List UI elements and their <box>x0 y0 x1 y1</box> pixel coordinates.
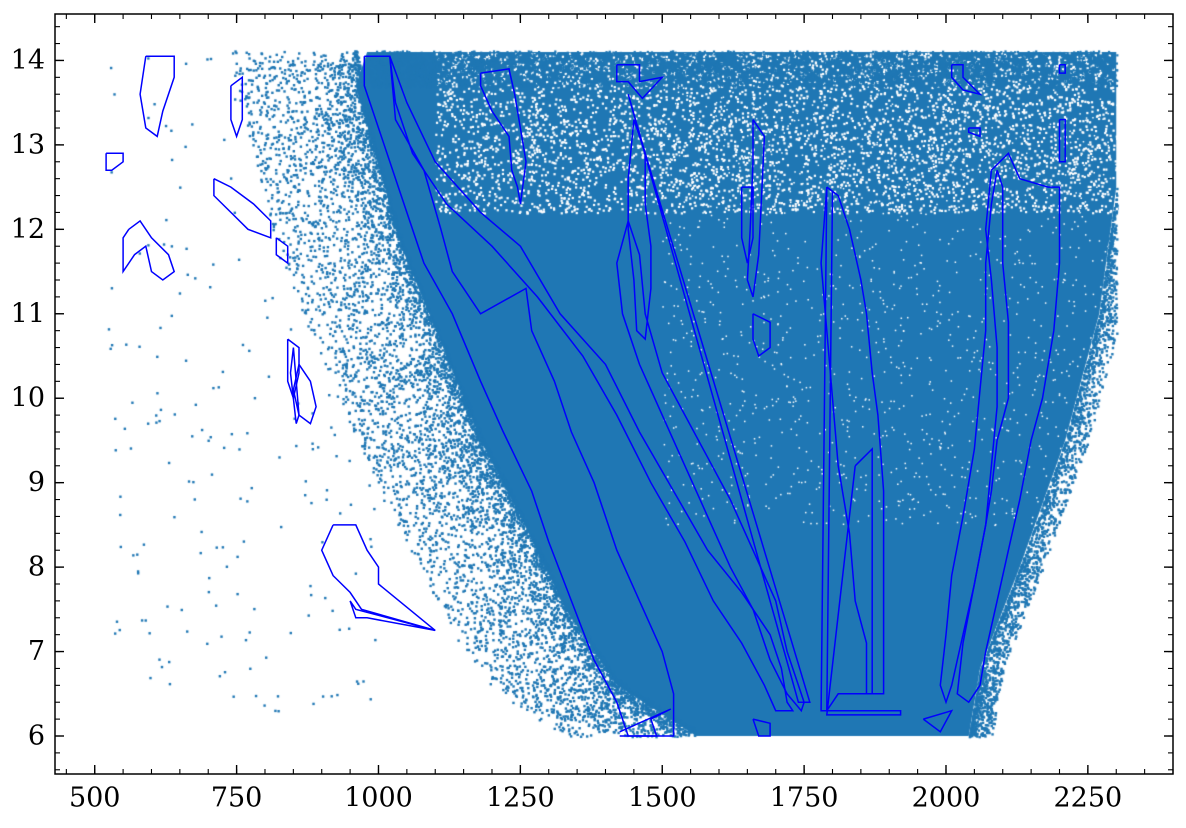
plot-frame <box>54 13 1174 775</box>
contour-outline-3 <box>619 708 672 737</box>
y-tick-label: 6 <box>28 721 45 752</box>
contour-outline-2 <box>389 55 795 712</box>
scatter-point-cloud <box>55 14 1173 774</box>
y-tick-label: 10 <box>11 383 45 414</box>
contour-outline-7 <box>616 63 665 100</box>
x-tick-label: 2000 <box>912 783 981 814</box>
contour-outline-17 <box>939 169 1010 705</box>
y-tick-label: 9 <box>28 467 45 498</box>
contour-outline-6 <box>627 93 811 703</box>
contour-outline-16 <box>956 152 1061 704</box>
contour-outline-27 <box>275 237 289 265</box>
y-tick-label: 12 <box>11 214 45 245</box>
contour-outline-4 <box>616 220 805 713</box>
contour-outline-30 <box>292 363 317 425</box>
contour-outline-22 <box>1058 118 1066 163</box>
contour-outline-15 <box>752 718 771 737</box>
scatter-points <box>55 14 1173 774</box>
x-tick-label: 750 <box>211 783 263 814</box>
contour-outline-33 <box>349 600 436 632</box>
x-tick-label: 2250 <box>1054 783 1123 814</box>
contour-outline-9 <box>740 186 754 264</box>
contour-outline-1 <box>363 55 675 737</box>
contour-outline-25 <box>230 75 244 139</box>
contour-outline-5 <box>627 119 652 341</box>
contour-outline-21 <box>1058 63 1066 74</box>
contour-outline-24 <box>105 152 124 171</box>
x-tick-label: 1250 <box>486 783 555 814</box>
contour-outline-20 <box>967 127 981 138</box>
contour-outline-26 <box>213 178 272 239</box>
y-tick-label: 11 <box>11 298 45 329</box>
y-tick-label: 14 <box>11 45 45 76</box>
contour-outlines <box>105 55 1066 737</box>
x-tick-label: 1500 <box>628 783 697 814</box>
contour-outline-19 <box>950 63 983 96</box>
x-tick-label: 500 <box>69 783 121 814</box>
y-tick-label: 7 <box>28 636 45 667</box>
contour-outline-14 <box>820 186 834 712</box>
contour-outline-8 <box>479 68 527 205</box>
x-tick-label: 1750 <box>770 783 839 814</box>
contour-outline-28 <box>122 219 176 281</box>
y-tick-label: 8 <box>28 552 45 583</box>
y-tick-label: 13 <box>11 129 45 160</box>
axes: 500 750 1000 1250 1500 1750 2000 2250 6 7 8 9 10 11 12… <box>11 13 1174 814</box>
contour-outline-11 <box>752 313 771 358</box>
contour-outline-23 <box>139 55 175 138</box>
contour-outline-18 <box>922 709 954 733</box>
contour-outline-10 <box>746 119 766 298</box>
contour-outline-12 <box>820 186 885 695</box>
contour-outline-31 <box>289 347 300 424</box>
x-tick-label: 1000 <box>344 783 413 814</box>
